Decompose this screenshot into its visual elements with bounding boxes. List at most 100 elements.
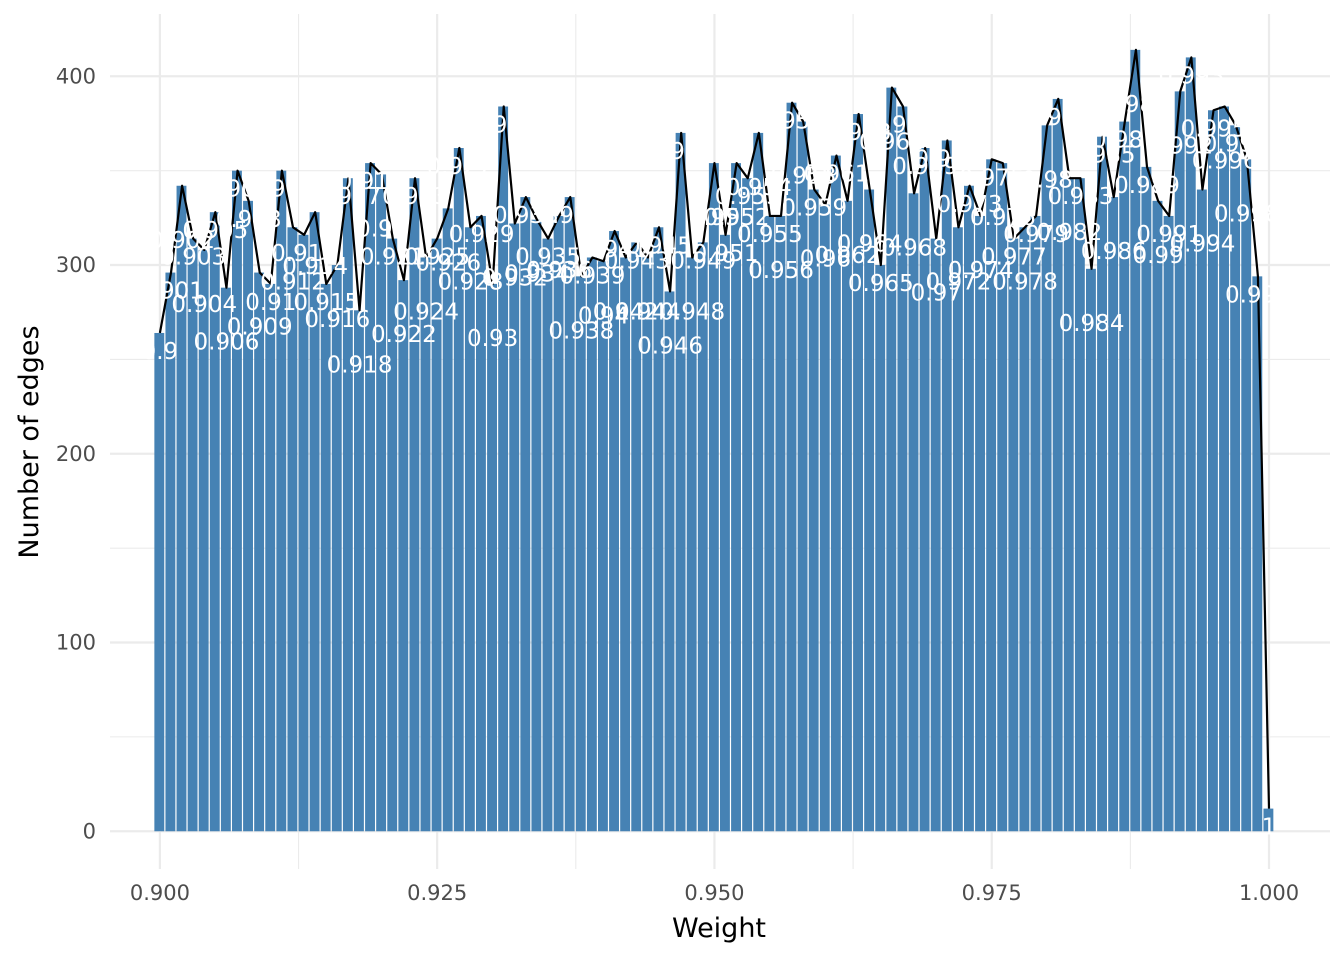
histogram-bar <box>342 178 353 832</box>
histogram-bar <box>176 185 187 832</box>
x-tick-label: 0.950 <box>684 881 744 905</box>
bar-value-label: 0.913 <box>271 241 337 267</box>
bar-value-label: 0.945 <box>626 233 692 259</box>
bar-value-label: 0.904 <box>171 292 237 318</box>
histogram-bar <box>464 227 475 832</box>
bar-value-label: 0.926 <box>415 250 481 276</box>
histogram-bar <box>243 200 253 832</box>
bar-value-label: 0.967 <box>870 112 936 138</box>
histogram-bar <box>187 238 198 832</box>
bar-value-label: 0.999 <box>1225 282 1291 308</box>
bar-value-label: 0.933 <box>493 203 559 229</box>
histogram-bar <box>642 257 653 832</box>
histogram-bar <box>365 163 375 832</box>
histogram-bar <box>819 204 830 832</box>
bar-value-label: 0.95 <box>689 205 740 231</box>
histogram-bar <box>220 287 231 832</box>
histogram-bar <box>1208 110 1218 832</box>
bar-value-label: 0.918 <box>327 352 393 378</box>
histogram-bar <box>830 155 841 832</box>
bar-value-label: 0.97 <box>911 281 962 307</box>
histogram-bar <box>886 87 897 832</box>
bar-value-label: 0.984 <box>1059 311 1125 337</box>
histogram-bar <box>431 238 442 832</box>
bar-value-label: 0.988 <box>1103 92 1169 118</box>
bar-value-label: 0.986 <box>1081 239 1147 265</box>
bar-value-label: 0.995 <box>1181 116 1247 142</box>
bar-value-label: 1 <box>1262 815 1277 841</box>
bar-value-label: 0.947 <box>648 139 714 165</box>
histogram-bar <box>564 197 575 832</box>
bar-value-label: 0.919 <box>338 169 404 195</box>
histogram-bars <box>154 49 1274 832</box>
bar-value-label: 0.989 <box>1114 173 1180 199</box>
histogram-bar <box>1196 189 1207 832</box>
histogram-bar <box>1097 136 1107 832</box>
bar-value-label: 0.975 <box>959 165 1025 191</box>
x-tick-label: 1.000 <box>1239 881 1299 905</box>
histogram-bar <box>265 283 276 832</box>
bar-value-label: 0.917 <box>316 184 382 210</box>
histogram-bar <box>897 106 908 832</box>
histogram-bar <box>797 121 808 832</box>
histogram-bar <box>609 231 619 832</box>
histogram-bar <box>553 215 564 832</box>
bar-value-label: 0.954 <box>726 175 792 201</box>
histogram-bar <box>575 276 586 832</box>
bar-value-label: 0.962 <box>815 243 881 269</box>
histogram-bar <box>653 227 664 832</box>
bar-value-label: 0.931 <box>471 112 537 138</box>
histogram-bar <box>697 242 708 832</box>
bar-value-label: 0.992 <box>1147 133 1213 159</box>
histogram-bar <box>952 227 963 832</box>
bar-value-label: 0.996 <box>1192 148 1258 174</box>
bar-value-label: 0.993 <box>1158 63 1224 89</box>
histogram-bar <box>808 189 819 832</box>
histogram-bar <box>420 257 431 832</box>
bar-value-label: 0.902 <box>149 228 215 254</box>
histogram-bar <box>498 106 509 832</box>
bar-value-label: 0.925 <box>404 245 470 271</box>
y-tick-label: 400 <box>56 64 96 88</box>
histogram-bar <box>1252 276 1263 832</box>
bar-value-label: 0.953 <box>715 184 781 210</box>
histogram-bar <box>620 257 631 832</box>
bar-value-label: 0.974 <box>948 258 1014 284</box>
histogram-bar <box>154 332 165 832</box>
histogram-bar <box>320 283 331 832</box>
histogram-bar <box>753 132 764 832</box>
bar-value-label: 0.915 <box>293 290 359 316</box>
y-tick-label: 200 <box>56 442 96 466</box>
histogram-bar <box>1019 227 1030 832</box>
histogram-bar <box>254 272 265 832</box>
bar-value-label: 0.99 <box>1132 243 1183 269</box>
histogram-bar <box>764 215 775 832</box>
bar-value-label: 0.916 <box>304 307 370 333</box>
bar-value-label: 0.924 <box>393 299 459 325</box>
bar-value-label: 0.911 <box>249 177 315 203</box>
bar-value-label: 0.969 <box>892 154 958 180</box>
bar-value-label: 0.973 <box>937 192 1003 218</box>
histogram-bar <box>708 163 719 832</box>
frequency-polygon-line <box>158 48 1271 809</box>
bar-value-label: 0.955 <box>737 222 803 248</box>
histogram-bar <box>198 249 209 832</box>
histogram-bar <box>742 178 753 832</box>
histogram-bar <box>376 174 387 832</box>
bar-value-label: 0.942 <box>593 299 659 325</box>
histogram-bar <box>1041 125 1052 832</box>
bar-value-label: 0.952 <box>704 205 770 231</box>
histogram-bar <box>309 212 320 832</box>
bar-value-label: 0.92 <box>356 216 407 242</box>
histogram-bar <box>287 227 298 832</box>
histogram-bar <box>875 265 886 832</box>
histogram-bar <box>864 189 875 832</box>
histogram-bar <box>842 200 852 832</box>
y-tick-label: 0 <box>83 819 96 843</box>
histogram-bar <box>853 114 863 832</box>
bar-value-label: 0.908 <box>216 207 282 233</box>
bar-value-label: 0.936 <box>526 258 592 284</box>
histogram-bar <box>1174 91 1185 832</box>
bar-value-label: 0.922 <box>371 322 437 348</box>
